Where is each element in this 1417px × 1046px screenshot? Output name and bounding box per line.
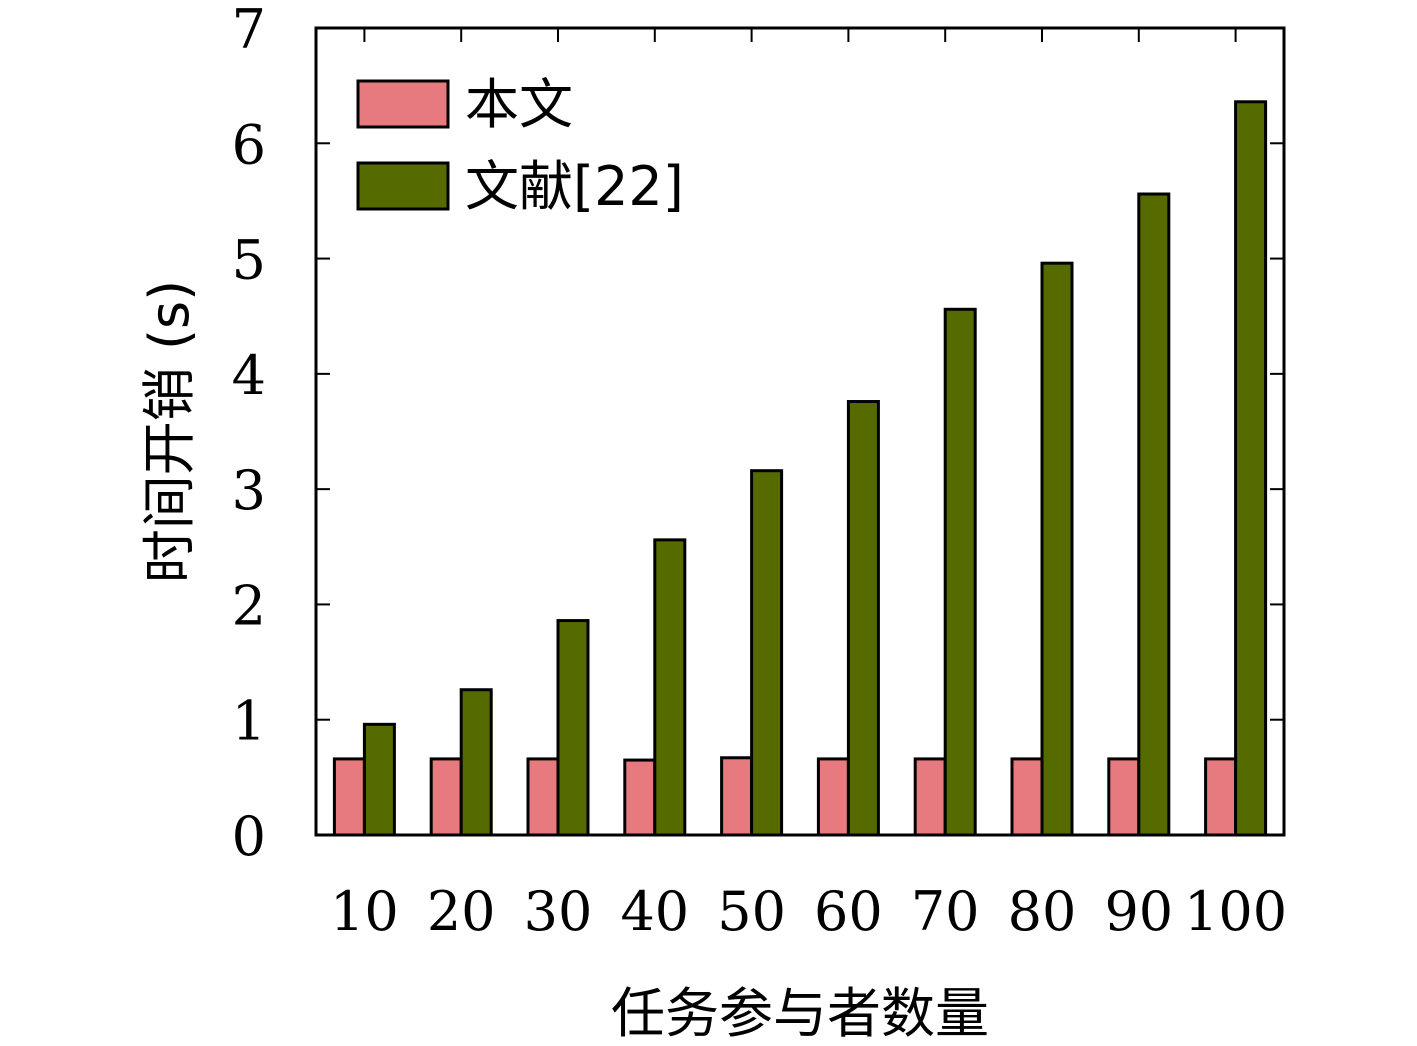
y-tick-label-0: 0 <box>232 805 266 868</box>
x-tick-label-60: 60 <box>814 880 883 943</box>
x-tick-label-80: 80 <box>1008 880 1077 943</box>
x-tick-label-30: 30 <box>524 880 593 943</box>
x-tick-label-10: 10 <box>330 880 399 943</box>
y-tick-label-6: 6 <box>232 113 266 176</box>
x-tick-label-90: 90 <box>1104 880 1173 943</box>
bar-series-2-10 <box>362 722 396 837</box>
legend-label-series-1: 本文 <box>465 73 573 136</box>
bar-series-1-40 <box>623 758 657 837</box>
bar-series-1-80 <box>1010 757 1044 837</box>
y-tick-labels: 0 1 2 3 4 5 6 7 <box>232 0 266 868</box>
bar-series-1-50 <box>720 756 754 837</box>
legend-swatch-series-2 <box>356 161 450 211</box>
bar-series-2-60 <box>846 400 880 837</box>
y-tick-label-5: 5 <box>232 229 266 292</box>
bar-series-1-90 <box>1107 757 1141 837</box>
bar-series-2-80 <box>1040 261 1074 837</box>
x-tick-label-70: 70 <box>911 880 980 943</box>
bar-series-1-30 <box>526 757 560 837</box>
x-tick-label-100: 100 <box>1184 880 1287 943</box>
x-tick-label-20: 20 <box>427 880 496 943</box>
bar-series-2-90 <box>1137 192 1171 837</box>
ticks-group <box>316 28 1284 721</box>
bar-series-1-10 <box>332 757 366 837</box>
bar-series-2-50 <box>750 469 784 837</box>
y-tick-label-1: 1 <box>232 690 266 753</box>
x-tick-label-40: 40 <box>620 880 689 943</box>
bar-series-2-40 <box>653 538 687 837</box>
legend-label-series-2: 文献[22] <box>465 155 684 218</box>
bar-series-1-20 <box>429 757 463 837</box>
x-tick-labels: 10 20 30 40 50 60 70 80 90 100 <box>330 880 1287 943</box>
legend: 本文 文献[22] <box>356 73 684 218</box>
bar-series-2-30 <box>556 619 590 837</box>
bar-series-1-70 <box>913 757 947 837</box>
bars-group <box>332 100 1268 837</box>
bar-series-1-100 <box>1204 757 1238 837</box>
bar-series-1-60 <box>816 757 850 837</box>
x-tick-label-50: 50 <box>717 880 786 943</box>
legend-swatch-series-1 <box>356 79 450 129</box>
y-tick-label-7: 7 <box>232 0 266 61</box>
bar-series-2-20 <box>459 688 493 837</box>
bar-series-2-100 <box>1234 100 1268 837</box>
y-tick-label-2: 2 <box>232 574 266 637</box>
y-tick-label-4: 4 <box>232 344 266 407</box>
bar-series-2-70 <box>943 307 977 837</box>
y-tick-label-3: 3 <box>232 459 266 522</box>
x-axis-title: 任务参与者数量 <box>611 982 989 1045</box>
y-axis-title: 时间开销 (s) <box>138 280 201 583</box>
plot-frame <box>314 26 1286 837</box>
